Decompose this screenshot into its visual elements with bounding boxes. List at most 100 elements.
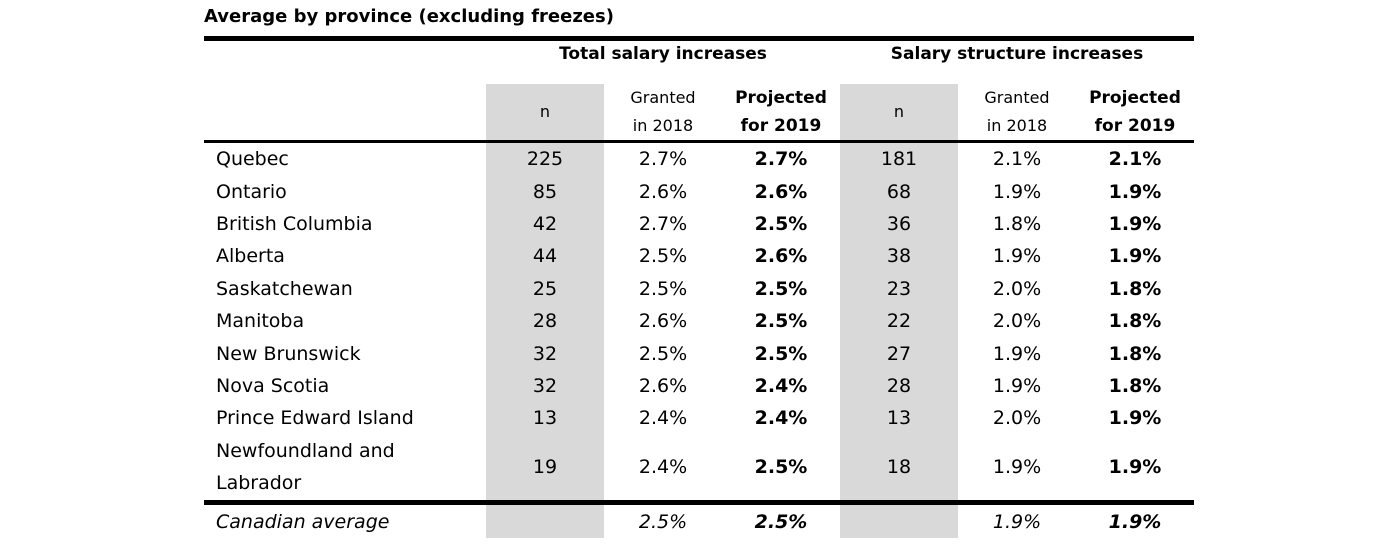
total-granted-cell: 2.5% xyxy=(638,277,688,300)
total-granted-cell: 2.7% xyxy=(638,148,688,171)
total-projected-cell: 2.6% xyxy=(754,245,808,268)
average-structure-granted: 1.9% xyxy=(992,511,1042,533)
total-projected-cell: 2.5% xyxy=(754,212,808,235)
table-row: Newfoundland and Labrador 19 2.4% 2.5% 18 1.9%… xyxy=(204,435,1194,499)
col-header-total-projected: Projected for 2019 xyxy=(735,88,827,136)
province-name: Quebec xyxy=(216,148,289,171)
structure-n-cell: 13 xyxy=(886,407,912,430)
total-granted-cell: 2.5% xyxy=(638,245,688,268)
structure-granted-cell: 1.9% xyxy=(992,180,1042,203)
n-column-shading-structure xyxy=(840,84,958,538)
total-n-cell: 85 xyxy=(532,180,558,203)
total-projected-cell: 2.5% xyxy=(754,277,808,300)
total-projected-cell: 2.4% xyxy=(754,374,808,397)
structure-projected-cell: 2.1% xyxy=(1108,148,1162,171)
header-rule xyxy=(204,140,1194,143)
total-projected-cell: 2.5% xyxy=(754,342,808,365)
structure-n-cell: 38 xyxy=(886,245,912,268)
province-name: Alberta xyxy=(216,245,285,268)
structure-projected-cell: 1.8% xyxy=(1108,277,1162,300)
structure-granted-cell: 1.8% xyxy=(992,212,1042,235)
col-header-total-granted: Granted in 2018 xyxy=(630,88,696,135)
structure-granted-cell: 2.0% xyxy=(992,277,1042,300)
total-granted-cell: 2.6% xyxy=(638,310,688,333)
total-n-cell: 44 xyxy=(532,245,558,268)
col-header-structure-projected: Projected for 2019 xyxy=(1089,88,1181,136)
structure-projected-cell: 1.9% xyxy=(1108,455,1162,478)
structure-projected-cell: 1.9% xyxy=(1108,245,1162,268)
structure-n-cell: 28 xyxy=(886,374,912,397)
total-granted-cell: 2.7% xyxy=(638,212,688,235)
total-projected-cell: 2.7% xyxy=(754,148,808,171)
structure-granted-cell: 1.9% xyxy=(992,374,1042,397)
table-row: Manitoba 28 2.6% 2.5% 22 2.0% 1.8% xyxy=(204,305,1194,337)
structure-projected-cell: 1.8% xyxy=(1108,310,1162,333)
col-header-total-n: n xyxy=(539,102,551,121)
salary-table: Total salary increases Salary structure … xyxy=(204,36,1194,544)
structure-n-cell: 181 xyxy=(880,148,918,171)
top-rule xyxy=(204,36,1194,41)
structure-n-cell: 23 xyxy=(886,277,912,300)
group-header-total: Total salary increases xyxy=(559,44,767,64)
structure-projected-cell: 1.9% xyxy=(1108,407,1162,430)
total-granted-cell: 2.4% xyxy=(638,407,688,430)
province-name: Manitoba xyxy=(216,310,305,333)
total-granted-cell: 2.5% xyxy=(638,342,688,365)
structure-projected-cell: 1.9% xyxy=(1108,212,1162,235)
total-n-cell: 42 xyxy=(532,212,558,235)
table-row: Ontario 85 2.6% 2.6% 68 1.9% 1.9% xyxy=(204,175,1194,207)
table-row: New Brunswick 32 2.5% 2.5% 27 1.9% 1.8% xyxy=(204,337,1194,369)
table-row: British Columbia 42 2.7% 2.5% 36 1.8% 1.9% xyxy=(204,208,1194,240)
col-header-structure-granted: Granted in 2018 xyxy=(984,88,1050,135)
structure-n-cell: 36 xyxy=(886,212,912,235)
structure-granted-cell: 1.9% xyxy=(992,245,1042,268)
province-name: British Columbia xyxy=(216,212,373,235)
structure-projected-cell: 1.9% xyxy=(1108,180,1162,203)
structure-projected-cell: 1.8% xyxy=(1108,342,1162,365)
table-body: Quebec 225 2.7% 2.7% 181 2.1% 2.1% Ontario 85 2.6… xyxy=(204,143,1194,499)
structure-granted-cell: 1.9% xyxy=(992,342,1042,365)
structure-granted-cell: 1.9% xyxy=(992,455,1042,478)
structure-granted-cell: 2.1% xyxy=(992,148,1042,171)
table-row: Quebec 225 2.7% 2.7% 181 2.1% 2.1% xyxy=(204,143,1194,175)
province-name: Nova Scotia xyxy=(216,374,330,397)
structure-projected-cell: 1.8% xyxy=(1108,374,1162,397)
total-n-cell: 225 xyxy=(526,148,564,171)
average-total-granted: 2.5% xyxy=(638,511,688,533)
province-name: Saskatchewan xyxy=(216,277,353,300)
structure-n-cell: 68 xyxy=(886,180,912,203)
table-row: Prince Edward Island 13 2.4% 2.4% 13 2.0% 1.9% xyxy=(204,402,1194,434)
average-row: Canadian average 2.5% 2.5% 1.9% 1.9% xyxy=(204,505,1194,539)
group-header-structure: Salary structure increases xyxy=(890,44,1144,64)
bottom-rule xyxy=(204,500,1194,505)
structure-granted-cell: 2.0% xyxy=(992,310,1042,333)
n-column-shading-total xyxy=(486,84,604,538)
total-projected-cell: 2.6% xyxy=(754,180,808,203)
total-granted-cell: 2.6% xyxy=(638,180,688,203)
structure-granted-cell: 2.0% xyxy=(992,407,1042,430)
total-n-cell: 19 xyxy=(532,455,558,478)
province-name: Ontario xyxy=(216,180,287,203)
table-row: Saskatchewan 25 2.5% 2.5% 23 2.0% 1.8% xyxy=(204,273,1194,305)
province-name: New Brunswick xyxy=(216,342,361,365)
total-n-cell: 28 xyxy=(532,310,558,333)
total-n-cell: 32 xyxy=(532,374,558,397)
average-total-projected: 2.5% xyxy=(754,511,808,533)
total-granted-cell: 2.4% xyxy=(638,455,688,478)
table-title: Average by province (excluding freezes) xyxy=(204,6,614,27)
average-label: Canadian average xyxy=(216,511,390,533)
total-projected-cell: 2.5% xyxy=(754,310,808,333)
total-n-cell: 25 xyxy=(532,277,558,300)
average-structure-projected: 1.9% xyxy=(1108,511,1162,533)
total-n-cell: 32 xyxy=(532,342,558,365)
province-name: Prince Edward Island xyxy=(216,407,414,430)
table-row: Nova Scotia 32 2.6% 2.4% 28 1.9% 1.8% xyxy=(204,370,1194,402)
total-projected-cell: 2.5% xyxy=(754,455,808,478)
structure-n-cell: 18 xyxy=(886,455,912,478)
structure-n-cell: 22 xyxy=(886,310,912,333)
structure-n-cell: 27 xyxy=(886,342,912,365)
col-header-structure-n: n xyxy=(893,102,905,121)
province-name: Newfoundland and Labrador xyxy=(216,439,395,494)
table-row: Alberta 44 2.5% 2.6% 38 1.9% 1.9% xyxy=(204,240,1194,272)
total-projected-cell: 2.4% xyxy=(754,407,808,430)
